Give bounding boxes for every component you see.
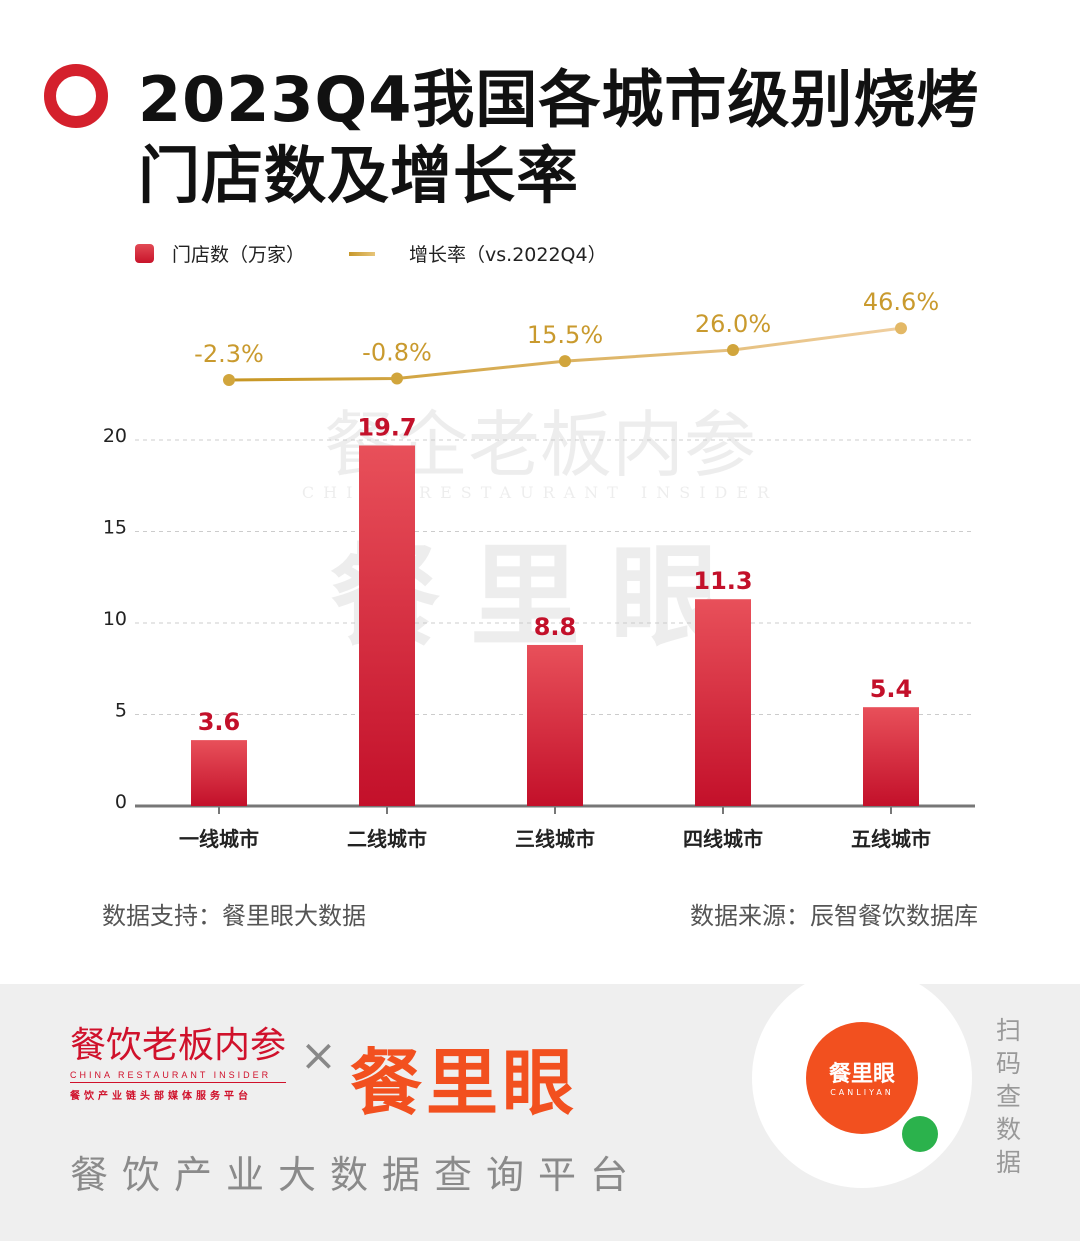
legend-bar-swatch: [135, 244, 154, 263]
source-left: 数据支持：餐里眼大数据: [102, 902, 366, 930]
watermark-en: CHINA RESTAURANT INSIDER: [302, 483, 778, 502]
growth-point: [223, 374, 235, 387]
x-tick-label: 一线城市: [179, 827, 259, 851]
qr-code[interactable]: 餐里眼 CANLIYAN: [752, 968, 972, 1188]
chart-legend: 门店数（万家） 增长率（vs.2022Q4）: [135, 240, 607, 267]
bar-value-label: 11.3: [693, 567, 752, 595]
growth-label: 46.6%: [863, 288, 939, 316]
cross-symbol: ×: [300, 1030, 337, 1081]
bar: [695, 599, 751, 806]
bar-value-label: 19.7: [357, 413, 416, 441]
bar: [527, 644, 583, 806]
growth-point: [895, 322, 907, 335]
legend-bar-label: 门店数（万家）: [172, 244, 306, 266]
bar: [191, 740, 247, 806]
y-tick-label: 15: [103, 517, 127, 539]
bar-value-label: 8.8: [534, 613, 577, 641]
growth-label: 26.0%: [695, 310, 771, 338]
chart: 餐企老板内参 CHINA RESTAURANT INSIDER 餐里眼 0510…: [103, 288, 975, 851]
mini-program-icon: [902, 1116, 938, 1152]
bar-value-label: 5.4: [870, 675, 913, 703]
title-line-1: 2023Q4我国各城市级别烧烤: [138, 63, 980, 136]
y-tick-label: 5: [115, 700, 127, 722]
bar: [359, 445, 415, 806]
title-line-2: 门店数及增长率: [138, 139, 580, 212]
x-tick-label: 五线城市: [851, 827, 931, 851]
growth-point: [391, 372, 403, 385]
growth-point: [727, 344, 739, 357]
bar: [863, 707, 919, 806]
bar-value-label: 3.6: [198, 708, 241, 736]
x-tick-label: 三线城市: [515, 827, 595, 851]
y-tick-label: 10: [103, 608, 127, 630]
source-right: 数据来源：辰智餐饮数据库: [690, 902, 978, 930]
y-tick-label: 20: [103, 425, 127, 447]
growth-point: [559, 355, 571, 368]
y-tick-label: 0: [115, 791, 127, 813]
x-tick-label: 四线城市: [683, 827, 763, 851]
logo-restaurant-insider: 餐饮老板内参 CHINA RESTAURANT INSIDER 餐饮产业链头部媒…: [70, 1025, 287, 1102]
page-title: 2023Q4我国各城市级别烧烤 门店数及增长率: [138, 62, 979, 214]
scan-hint: 扫码查数据: [996, 1016, 1022, 1177]
x-tick-label: 二线城市: [347, 827, 427, 851]
logo-canliyan: 餐里眼: [350, 1041, 579, 1125]
legend-line-label: 增长率（vs.2022Q4）: [409, 244, 607, 266]
legend-line-swatch: [349, 251, 376, 256]
growth-label: -0.8%: [362, 338, 432, 366]
slogan: 餐饮产业大数据查询平台: [70, 1153, 643, 1197]
footer-banner: 餐饮老板内参 CHINA RESTAURANT INSIDER 餐饮产业链头部媒…: [0, 968, 1080, 1241]
growth-label: 15.5%: [527, 321, 603, 349]
growth-label: -2.3%: [194, 340, 264, 368]
qr-brand: 餐里眼 CANLIYAN: [806, 1022, 918, 1134]
